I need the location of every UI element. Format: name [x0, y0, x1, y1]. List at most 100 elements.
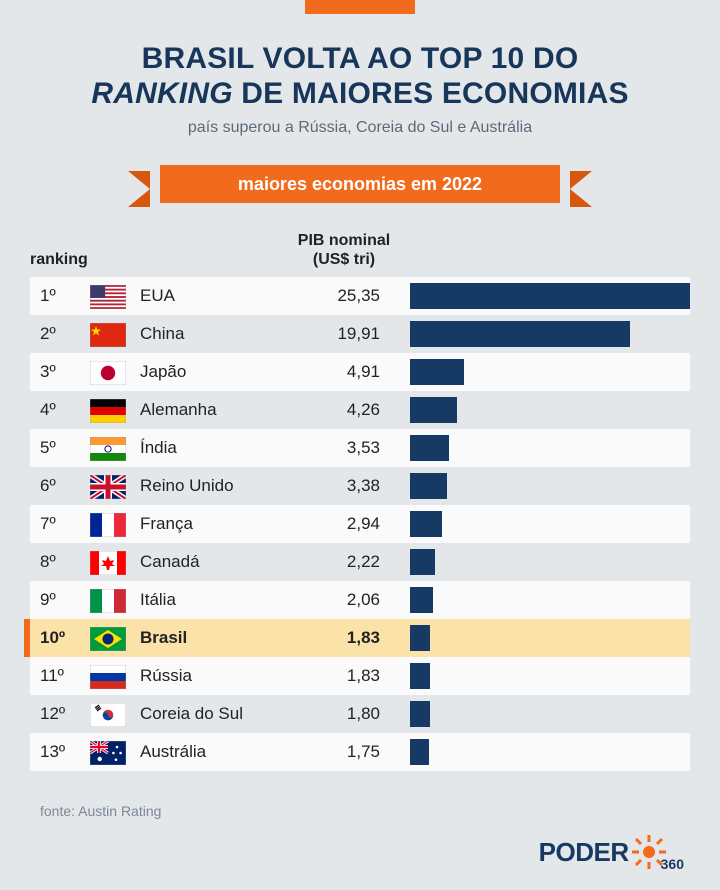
bar-cell	[404, 283, 690, 309]
rank-cell: 2º	[30, 324, 90, 344]
rank-cell: 8º	[30, 552, 90, 572]
flag-icon	[90, 359, 134, 385]
value-cell: 1,83	[284, 628, 404, 648]
rank-cell: 10º	[30, 628, 90, 648]
rank-cell: 3º	[30, 362, 90, 382]
bar	[410, 625, 430, 651]
table-row: 5º Índia3,53	[30, 429, 690, 467]
logo-text: PODER	[539, 837, 629, 868]
rank-cell: 4º	[30, 400, 90, 420]
bar	[410, 435, 449, 461]
header-rank: ranking	[30, 251, 90, 269]
rank-cell: 11º	[30, 666, 90, 686]
value-cell: 4,91	[284, 362, 404, 382]
value-cell: 1,83	[284, 666, 404, 686]
bar-cell	[404, 587, 690, 613]
flag-icon	[90, 511, 134, 537]
source-label: fonte: Austin Rating	[30, 803, 690, 819]
value-cell: 2,94	[284, 514, 404, 534]
country-cell: Austrália	[134, 742, 284, 762]
country-cell: Reino Unido	[134, 476, 284, 496]
country-cell: Rússia	[134, 666, 284, 686]
ribbon-label: maiores economias em 2022	[160, 165, 560, 203]
flag-icon	[90, 663, 134, 689]
flag-icon	[90, 587, 134, 613]
value-cell: 3,38	[284, 476, 404, 496]
rank-cell: 1º	[30, 286, 90, 306]
value-cell: 2,22	[284, 552, 404, 572]
bar	[410, 473, 447, 499]
value-cell: 25,35	[284, 286, 404, 306]
bar-cell	[404, 511, 690, 537]
table-row: 2º China19,91	[30, 315, 690, 353]
country-cell: Japão	[134, 362, 284, 382]
ribbon-tail-right	[570, 171, 592, 207]
header-pib-line1: PIB nominal	[298, 232, 390, 249]
rank-cell: 9º	[30, 590, 90, 610]
bar	[410, 511, 442, 537]
bar	[410, 701, 430, 727]
table-row: 8º Canadá2,22	[30, 543, 690, 581]
rank-cell: 6º	[30, 476, 90, 496]
ribbon-banner: maiores economias em 2022	[130, 165, 590, 203]
rank-cell: 7º	[30, 514, 90, 534]
rank-cell: 13º	[30, 742, 90, 762]
country-cell: Coreia do Sul	[134, 704, 284, 724]
country-cell: Alemanha	[134, 400, 284, 420]
flag-icon	[90, 625, 134, 651]
flag-icon	[90, 283, 134, 309]
table-row: 11º Rússia1,83	[30, 657, 690, 695]
header-pib: PIB nominal (US$ tri)	[284, 231, 404, 269]
table-row: 1º EUA25,35	[30, 277, 690, 315]
bar	[410, 549, 435, 575]
flag-icon	[90, 701, 134, 727]
country-cell: Índia	[134, 438, 284, 458]
brand-logo: PODER 360	[539, 834, 692, 870]
data-rows: 1º EUA25,35 2º China19,91 3º Japão4,91 4º Alema…	[30, 277, 690, 771]
flag-icon	[90, 397, 134, 423]
title-line1: BRASIL VOLTA AO TOP 10 DO	[142, 42, 579, 75]
bar	[410, 397, 457, 423]
table-row: 4º Alemanha4,26	[30, 391, 690, 429]
bar	[410, 663, 430, 689]
rank-cell: 5º	[30, 438, 90, 458]
flag-icon	[90, 321, 134, 347]
country-cell: China	[134, 324, 284, 344]
table-row: 9º Itália2,06	[30, 581, 690, 619]
value-cell: 19,91	[284, 324, 404, 344]
value-cell: 4,26	[284, 400, 404, 420]
value-cell: 1,75	[284, 742, 404, 762]
bar-cell	[404, 739, 690, 765]
flag-icon	[90, 739, 134, 765]
table-row: 13º Austrália1,75	[30, 733, 690, 771]
bar-cell	[404, 473, 690, 499]
value-cell: 1,80	[284, 704, 404, 724]
value-cell: 3,53	[284, 438, 404, 458]
bar-cell	[404, 321, 690, 347]
header-pib-line2: (US$ tri)	[313, 251, 375, 268]
flag-icon	[90, 549, 134, 575]
bar	[410, 739, 429, 765]
subtitle: país superou a Rússia, Coreia do Sul e A…	[30, 119, 690, 137]
title-line2-rest: DE MAIORES ECONOMIAS	[233, 77, 629, 110]
column-headers: ranking PIB nominal (US$ tri)	[30, 221, 690, 277]
country-cell: Itália	[134, 590, 284, 610]
bar-cell	[404, 625, 690, 651]
flag-icon	[90, 435, 134, 461]
bar-cell	[404, 663, 690, 689]
table-row: 10ºBrasil1,83	[30, 619, 690, 657]
rank-cell: 12º	[30, 704, 90, 724]
table-row: 7º França2,94	[30, 505, 690, 543]
bar-cell	[404, 435, 690, 461]
country-cell: EUA	[134, 286, 284, 306]
infographic-container: BRASIL VOLTA AO TOP 10 DO RANKING DE MAI…	[0, 0, 720, 890]
bar	[410, 283, 690, 309]
country-cell: França	[134, 514, 284, 534]
table-row: 6º Reino Unido3,38	[30, 467, 690, 505]
flag-icon	[90, 473, 134, 499]
bar-cell	[404, 549, 690, 575]
value-cell: 2,06	[284, 590, 404, 610]
table-row: 12º Coreia do Sul1,80	[30, 695, 690, 733]
country-cell: Canadá	[134, 552, 284, 572]
bar	[410, 587, 433, 613]
